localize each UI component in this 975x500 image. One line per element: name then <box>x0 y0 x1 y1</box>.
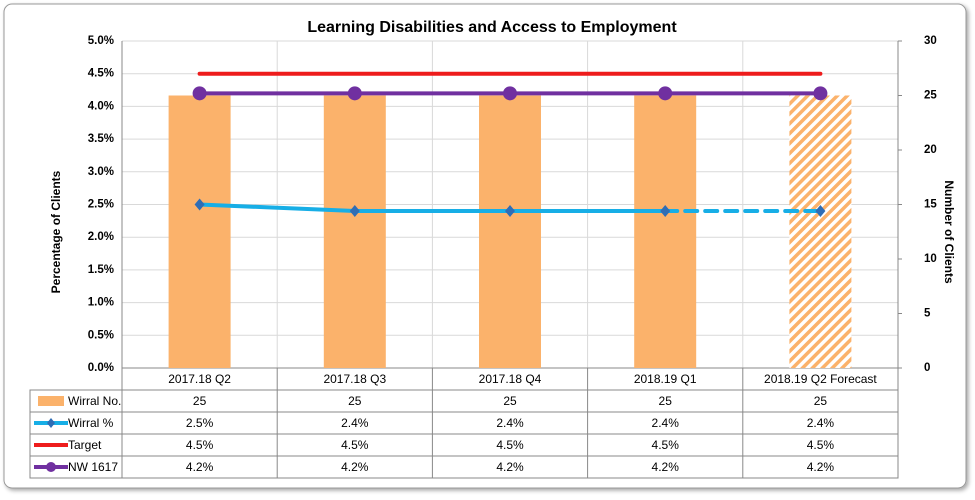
legend-label: NW 1617 <box>68 460 118 474</box>
marker <box>503 86 517 101</box>
table-cell: 4.5% <box>186 438 214 452</box>
table-cell: 4.5% <box>341 438 369 452</box>
marker <box>505 205 515 218</box>
marker <box>658 86 673 101</box>
y-tick-label: 2.0% <box>88 231 114 243</box>
y-tick-label: 1.5% <box>88 264 114 276</box>
y2-tick-label: 15 <box>924 199 937 211</box>
y2-tick-label: 0 <box>924 362 930 374</box>
bar <box>323 95 386 368</box>
table-cell: 2.4% <box>341 416 369 430</box>
marker <box>813 86 828 101</box>
marker <box>660 205 671 218</box>
table-cell: 4.2% <box>652 460 680 474</box>
x-tick-label: 2018.19 Q2 Forecast <box>764 372 877 386</box>
table-cell: 25 <box>659 394 673 408</box>
table-cell: 4.5% <box>652 438 680 452</box>
legend-swatch <box>38 396 64 406</box>
table-cell: 4.2% <box>807 460 835 474</box>
table-cell: 4.5% <box>807 438 835 452</box>
y-tick-label: 2.5% <box>88 199 114 211</box>
y-axis-title: Percentage of Clients <box>49 170 63 293</box>
legend-marker <box>47 418 55 428</box>
y2-tick-label: 10 <box>924 253 937 265</box>
y-tick-label: 0.0% <box>88 362 114 374</box>
marker <box>815 205 826 218</box>
y-tick-label: 0.5% <box>88 329 114 341</box>
legend-label: Target <box>68 438 102 452</box>
y-tick-label: 4.5% <box>88 68 114 80</box>
legend-label: Wirral No. <box>68 394 121 408</box>
table-cell: 4.2% <box>186 460 214 474</box>
legend-marker <box>46 462 56 472</box>
bar <box>479 95 541 368</box>
marker <box>194 198 205 211</box>
y-tick-label: 3.5% <box>88 133 114 145</box>
y2-tick-label: 5 <box>924 308 931 320</box>
table-cell: 4.5% <box>496 438 524 452</box>
y-tick-label: 5.0% <box>88 35 114 47</box>
bar <box>168 95 231 368</box>
y2-tick-label: 25 <box>924 90 937 102</box>
table-cell: 2.4% <box>807 416 835 430</box>
bar <box>789 95 852 368</box>
table-cell: 25 <box>503 394 517 408</box>
table-cell: 25 <box>348 394 362 408</box>
x-tick-label: 2017.18 Q4 <box>479 372 542 386</box>
table-cell: 25 <box>814 394 828 408</box>
x-tick-label: 2017.18 Q2 <box>168 372 231 386</box>
table-cell: 4.2% <box>496 460 524 474</box>
chart-title: Learning Disabilities and Access to Empl… <box>307 19 677 36</box>
y2-axis-title: Number of Clients <box>942 180 956 284</box>
marker <box>349 205 360 218</box>
table-cell: 25 <box>193 394 207 408</box>
table-cell: 2.4% <box>496 416 524 430</box>
y-tick-label: 4.0% <box>88 100 114 112</box>
y-tick-label: 3.0% <box>88 166 114 178</box>
y-tick-label: 1.0% <box>88 297 114 309</box>
table-cell: 4.2% <box>341 460 369 474</box>
y2-tick-label: 20 <box>924 144 937 156</box>
table-cell: 2.5% <box>186 416 214 430</box>
y2-tick-label: 30 <box>924 35 937 47</box>
x-tick-label: 2017.18 Q3 <box>323 372 386 386</box>
line <box>197 202 668 214</box>
bar <box>634 95 697 368</box>
x-tick-label: 2018.19 Q1 <box>634 372 697 386</box>
table-cell: 2.4% <box>652 416 680 430</box>
marker <box>192 86 207 101</box>
marker <box>347 86 362 101</box>
legend-label: Wirral % <box>68 416 114 430</box>
